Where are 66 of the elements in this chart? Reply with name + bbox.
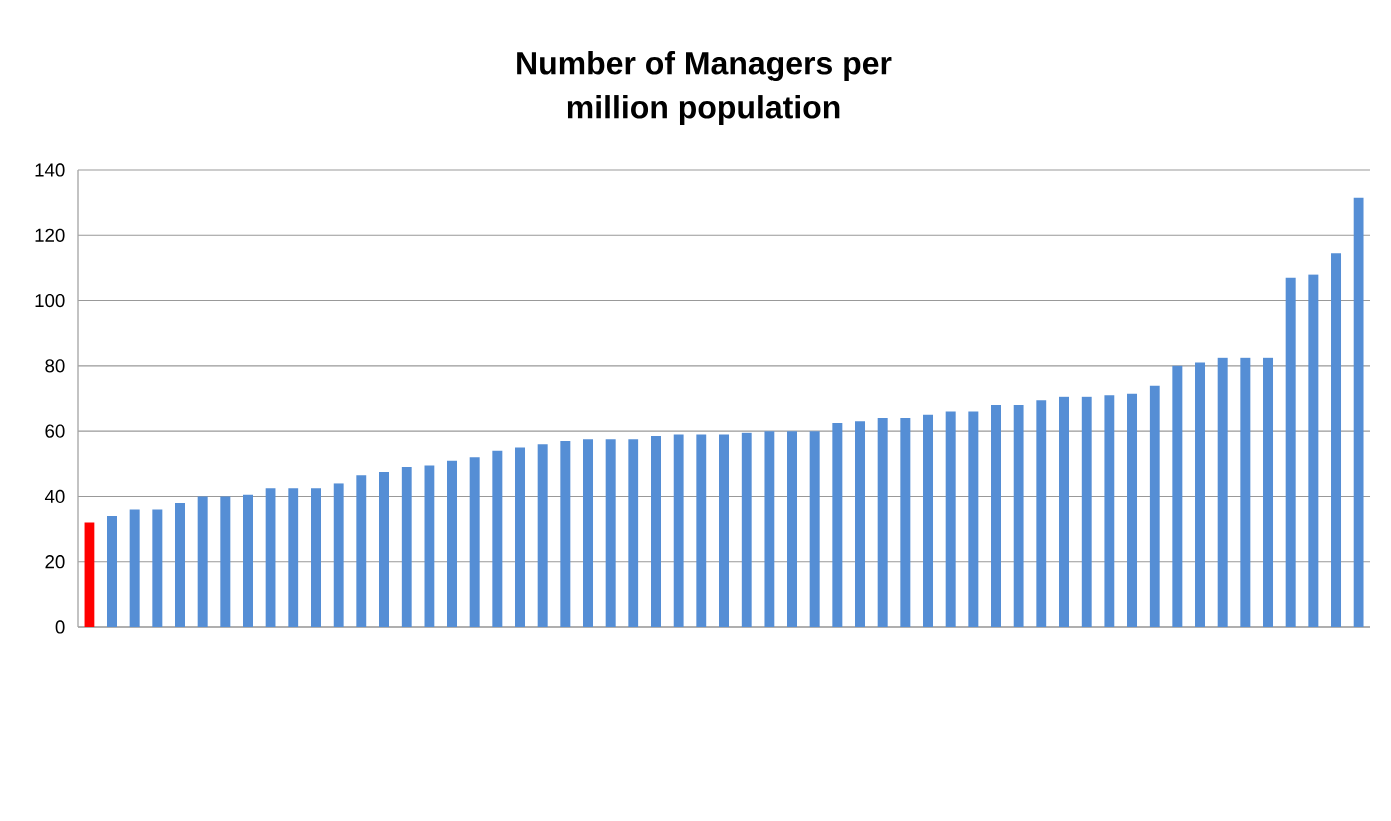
bar — [877, 418, 888, 627]
bar — [1036, 400, 1047, 627]
bar — [401, 467, 412, 627]
bar — [288, 488, 299, 627]
bar — [243, 494, 253, 627]
y-tick-label: 20 — [45, 555, 65, 569]
bar — [855, 421, 866, 627]
bar — [832, 422, 843, 627]
bar — [696, 434, 707, 627]
bar — [968, 411, 979, 627]
bar — [129, 509, 140, 627]
bar — [1263, 357, 1274, 627]
y-tick-label: 60 — [45, 424, 65, 438]
bar — [537, 444, 548, 627]
bar — [809, 431, 820, 627]
bar — [719, 434, 730, 627]
y-tick-label: 100 — [35, 293, 65, 308]
bar — [1149, 385, 1160, 627]
bar — [583, 439, 594, 627]
y-tick-label: 140 — [35, 163, 65, 177]
bar — [560, 440, 571, 627]
bar — [197, 496, 208, 627]
bar — [515, 447, 526, 627]
bar — [1059, 396, 1070, 627]
y-tick-label: 40 — [44, 489, 65, 504]
bar — [1308, 274, 1319, 627]
y-tick-label: 0 — [55, 620, 65, 634]
bar — [651, 436, 662, 627]
bar — [333, 483, 344, 627]
bar — [311, 488, 321, 627]
bar — [424, 465, 435, 627]
bar — [1127, 393, 1138, 627]
bar — [605, 439, 616, 627]
bar — [923, 414, 934, 627]
bar — [1240, 357, 1251, 627]
bar — [1285, 277, 1296, 627]
bar — [379, 471, 390, 627]
bar — [469, 457, 480, 627]
bar — [741, 432, 752, 627]
bar — [152, 509, 163, 627]
bar — [787, 431, 798, 627]
bar — [220, 496, 231, 627]
chart-title: Number of Managers per million population — [517, 51, 892, 125]
y-tick-label: 120 — [35, 228, 65, 242]
bar — [1013, 405, 1024, 627]
bar — [764, 431, 775, 627]
bar — [900, 418, 911, 627]
bar — [1195, 362, 1206, 627]
bar — [945, 411, 956, 627]
bar — [1331, 253, 1342, 627]
bar — [1217, 357, 1228, 627]
bar — [628, 439, 639, 627]
bar — [1353, 197, 1364, 627]
bar — [84, 522, 95, 627]
bar — [356, 475, 367, 627]
y-tick-label: 80 — [45, 359, 65, 373]
bar — [991, 405, 1002, 627]
bar — [1081, 396, 1092, 627]
bar — [447, 460, 458, 627]
bar — [107, 516, 117, 627]
bar — [673, 434, 684, 627]
bar — [265, 488, 276, 627]
bar — [1104, 395, 1115, 627]
bar — [492, 450, 503, 627]
bar — [1172, 365, 1183, 627]
bar — [175, 502, 186, 627]
